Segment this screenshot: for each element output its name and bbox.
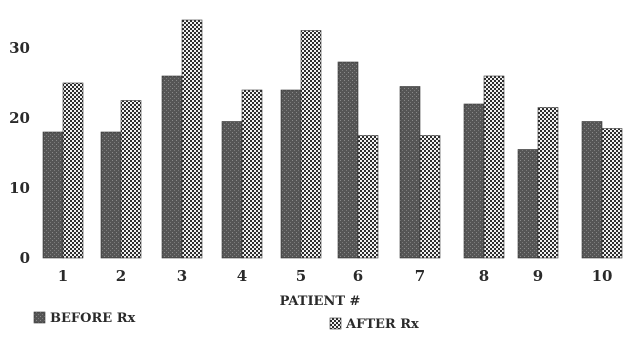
legend-label-before: BEFORE Rx <box>50 311 135 326</box>
bar-before-patient-8 <box>463 103 485 259</box>
x-tick-label: 4 <box>237 267 247 285</box>
bar-before-patient-7 <box>399 86 421 259</box>
legend-label-after: AFTER Rx <box>345 317 419 332</box>
x-tick-label: 1 <box>58 267 68 285</box>
bar-after-patient-1 <box>62 82 84 259</box>
x-tick-label: 3 <box>177 267 187 285</box>
bar-before-patient-4 <box>221 121 243 259</box>
bar-after-patient-9 <box>537 107 559 259</box>
bar-before-patient-6 <box>337 61 359 259</box>
x-tick-label: 5 <box>296 267 306 285</box>
bar-before-patient-1 <box>42 131 64 259</box>
y-tick-label: 30 <box>9 39 30 57</box>
bar-before-patient-9 <box>517 149 539 259</box>
x-axis-title: PATIENT # <box>280 294 361 309</box>
x-tick-label: 2 <box>116 267 126 285</box>
x-tick-label: 10 <box>592 267 613 285</box>
legend-swatch-after <box>329 317 342 330</box>
bar-after-patient-4 <box>241 89 263 259</box>
bar-before-patient-3 <box>161 75 183 259</box>
bars-group <box>42 19 623 259</box>
y-tick-label: 0 <box>20 249 30 267</box>
x-tick-label: 9 <box>533 267 543 285</box>
bar-after-patient-2 <box>120 100 142 259</box>
bar-after-patient-3 <box>181 19 203 259</box>
y-tick-label: 20 <box>9 109 30 127</box>
bar-after-patient-10 <box>601 128 623 259</box>
y-tick-label: 10 <box>9 179 30 197</box>
x-tick-label: 7 <box>415 267 425 285</box>
bar-after-patient-8 <box>483 75 505 259</box>
bar-before-patient-2 <box>100 131 122 259</box>
legend-swatch-before <box>33 311 46 324</box>
bar-after-patient-5 <box>300 30 322 259</box>
y-axis-ticks: 0 10 20 30 <box>9 39 30 267</box>
bar-before-patient-10 <box>581 121 603 259</box>
x-tick-label: 6 <box>353 267 363 285</box>
x-tick-label: 8 <box>479 267 489 285</box>
x-axis-ticks: 1 2 3 4 5 6 7 8 9 10 <box>58 267 613 285</box>
bar-before-patient-5 <box>280 89 302 259</box>
bar-after-patient-6 <box>357 135 379 259</box>
bar-after-patient-7 <box>419 135 441 259</box>
legend: BEFORE Rx AFTER Rx <box>33 311 419 332</box>
